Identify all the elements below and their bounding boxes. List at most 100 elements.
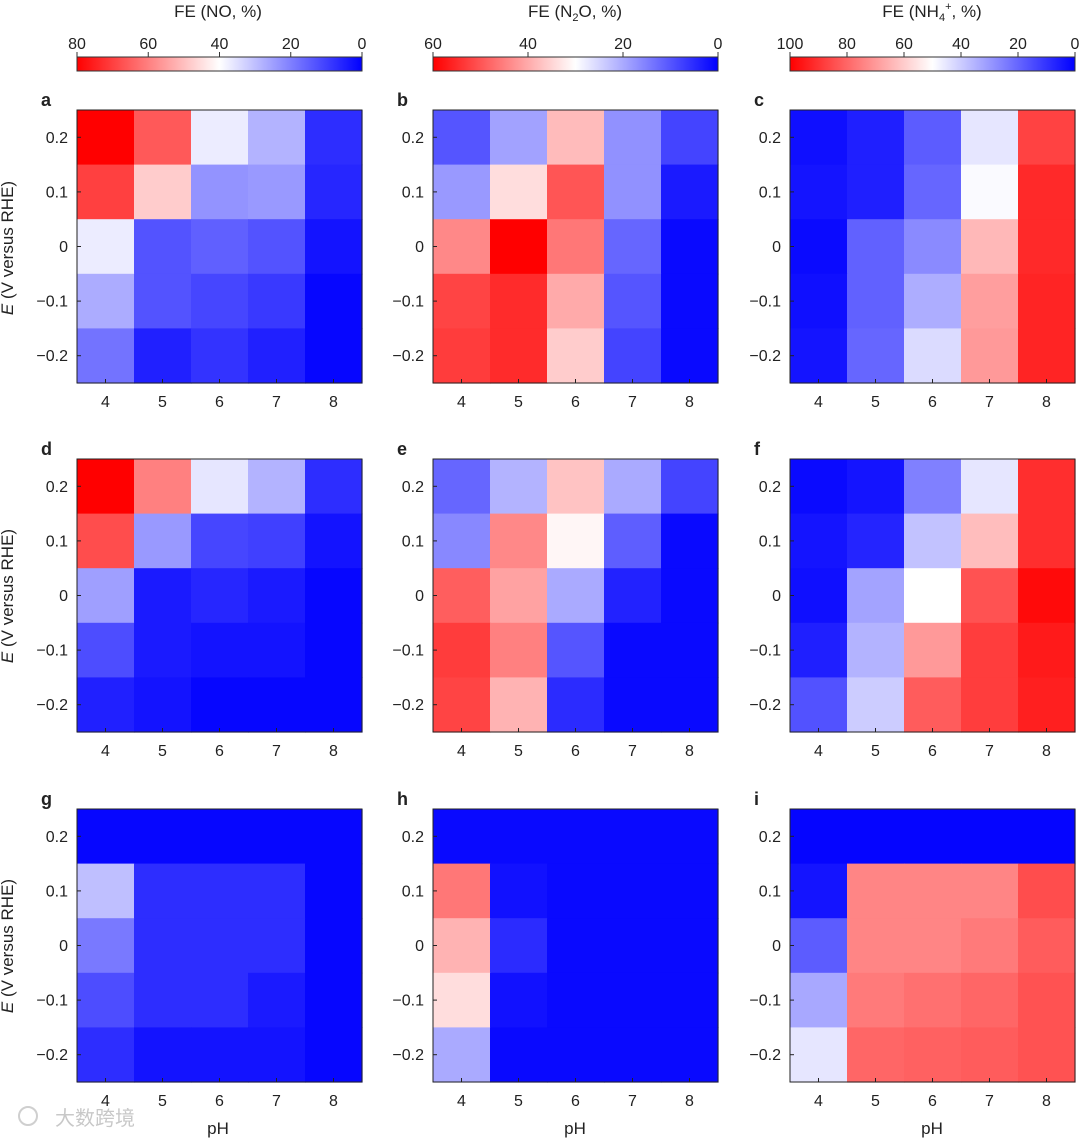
heatmap-cell <box>77 164 135 220</box>
heatmap-cell <box>904 972 962 1028</box>
heatmap-cell <box>547 1027 605 1083</box>
colorbar-1 <box>76 56 363 72</box>
heatmap-cell <box>604 219 662 275</box>
heatmap-cell <box>847 677 905 733</box>
heatmap-cell <box>134 110 192 166</box>
y-tick-label: −0.1 <box>36 294 68 311</box>
heatmap-cell <box>77 513 135 569</box>
colorbar-tick-label: 40 <box>952 36 970 53</box>
y-tick-label: 0.2 <box>759 829 781 846</box>
heatmap-cell <box>134 622 192 678</box>
heatmap-cell <box>305 677 363 733</box>
heatmap-cell <box>661 273 719 329</box>
heatmap-cell <box>77 622 135 678</box>
heatmap-cell <box>191 622 249 678</box>
heatmap-cell <box>490 809 548 865</box>
heatmap-cell <box>134 1027 192 1083</box>
heatmap-cell <box>134 513 192 569</box>
x-tick-label: 7 <box>272 394 281 411</box>
heatmap-cell <box>77 273 135 329</box>
heatmap-cell <box>305 918 363 974</box>
heatmap-cell <box>77 110 135 166</box>
y-tick-label: 0 <box>59 588 68 605</box>
x-tick-label: 4 <box>101 743 110 760</box>
heatmap-cell <box>305 328 363 384</box>
y-tick-label: 0.2 <box>759 130 781 147</box>
heatmap-cell <box>134 809 192 865</box>
heatmap-cell <box>305 110 363 166</box>
heatmap-cell <box>77 972 135 1028</box>
y-tick-label: 0.2 <box>46 829 68 846</box>
y-tick-label: −0.2 <box>36 1047 68 1064</box>
x-tick-label: 5 <box>158 394 167 411</box>
heatmap-cell <box>790 164 848 220</box>
heatmap-cell <box>433 622 491 678</box>
heatmap-cell <box>305 1027 363 1083</box>
colorbar-tick-label: 40 <box>211 36 229 53</box>
heatmap-cell <box>547 622 605 678</box>
heatmap-cell <box>661 110 719 166</box>
heatmap-cell <box>847 972 905 1028</box>
heatmap-cell <box>547 219 605 275</box>
heatmap-cell <box>790 110 848 166</box>
heatmap-cell <box>490 677 548 733</box>
heatmap-cell <box>847 513 905 569</box>
heatmap-cell <box>433 863 491 919</box>
heatmap-cell <box>661 568 719 624</box>
heatmap-cell <box>77 863 135 919</box>
x-tick-label: 7 <box>628 394 637 411</box>
heatmap-cell <box>604 809 662 865</box>
heatmap-cell <box>77 459 135 515</box>
heatmap-cell <box>547 809 605 865</box>
heatmap-cell <box>847 164 905 220</box>
heatmap-cell <box>248 863 306 919</box>
heatmap-cell <box>604 273 662 329</box>
heatmap-cell <box>490 918 548 974</box>
heatmap-cell <box>790 863 848 919</box>
panel-letter: g <box>41 789 52 809</box>
y-tick-label: −0.1 <box>749 993 781 1010</box>
heatmap-cell <box>305 273 363 329</box>
heatmap-cell <box>961 568 1019 624</box>
y-tick-label: 0.1 <box>759 533 781 550</box>
colorbar-tick-label: 80 <box>68 36 86 53</box>
heatmap-cell <box>433 110 491 166</box>
heatmap-cell <box>904 1027 962 1083</box>
heatmap-cell <box>134 219 192 275</box>
y-tick-label: −0.1 <box>36 643 68 660</box>
watermark-text: 大数跨境 <box>55 1107 135 1130</box>
heatmap-cell <box>191 1027 249 1083</box>
heatmap-cell <box>134 918 192 974</box>
y-tick-label: 0.2 <box>46 130 68 147</box>
heatmap-cell <box>191 513 249 569</box>
y-tick-label: −0.1 <box>392 643 424 660</box>
heatmap-cell <box>248 918 306 974</box>
colorbar-2 <box>432 56 719 72</box>
y-tick-label: 0.2 <box>46 479 68 496</box>
heatmap-cell <box>961 972 1019 1028</box>
x-tick-label: 6 <box>215 394 224 411</box>
heatmap-panel-g: g 0.2 0.1 0 −0.1 −0.2 4 5 6 7 8 <box>36 789 363 1110</box>
heatmap-cell <box>961 459 1019 515</box>
heatmap-cell <box>847 863 905 919</box>
heatmap-panel-a: a 0.2 0.1 0 −0.1 −0.2 4 5 6 7 8 <box>36 90 363 411</box>
x-tick-label: 8 <box>329 394 338 411</box>
heatmap-cell <box>1018 1027 1076 1083</box>
heatmap-cell <box>248 1027 306 1083</box>
xlabel-col-3: pH <box>921 1119 943 1138</box>
heatmap-panel-d: d 0.2 0.1 0 −0.1 −0.2 4 5 6 7 8 <box>36 439 363 760</box>
heatmap-cell <box>961 219 1019 275</box>
y-tick-label: −0.2 <box>392 697 424 714</box>
heatmap-cell <box>661 809 719 865</box>
y-tick-label: 0 <box>415 239 424 256</box>
heatmap-cell <box>305 459 363 515</box>
heatmap-cell <box>604 513 662 569</box>
heatmap-cell <box>661 1027 719 1083</box>
heatmap-cell <box>847 809 905 865</box>
heatmap-cell <box>604 328 662 384</box>
heatmap-cell <box>134 972 192 1028</box>
x-tick-label: 4 <box>814 1093 823 1110</box>
heatmap-cell <box>248 677 306 733</box>
heatmap-cell <box>961 622 1019 678</box>
heatmap-cell <box>904 863 962 919</box>
